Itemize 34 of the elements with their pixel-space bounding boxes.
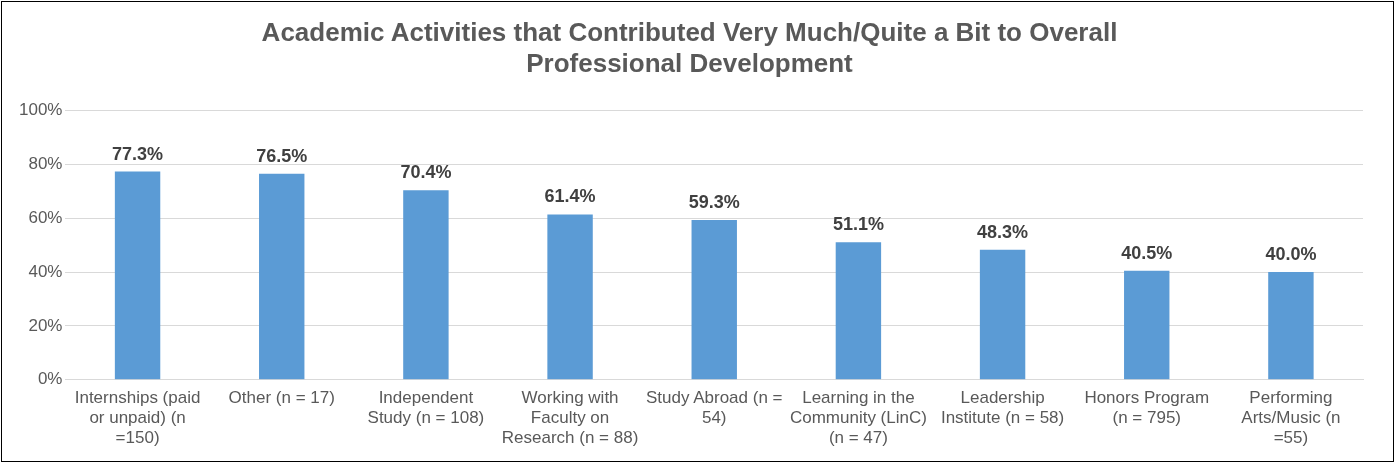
bar [259,173,305,380]
x-tick-label: Working with Faculty on Research (n = 88) [501,387,639,448]
x-tick-label: Internships (paid or unpaid) (n =150) [74,387,201,448]
data-label: 77.3% [112,143,164,164]
data-label: 61.4% [544,186,596,207]
x-tick-label: Study Abroad (n = 54) [645,387,783,428]
x-tick-label: Honors Program (n = 795) [1084,387,1210,428]
y-tick-label: 20% [28,315,63,335]
bar [1268,272,1314,380]
data-label: 48.3% [977,221,1029,242]
bar [691,220,737,380]
x-tick-label: Leadership Institute (n = 58) [940,387,1065,428]
data-label: 70.4% [400,162,452,183]
y-tick-label: 40% [28,261,63,281]
bar [114,171,161,380]
bar [835,242,882,380]
data-label: 76.5% [256,145,308,166]
y-tick-label: 0% [37,369,63,389]
x-tick-label: Performing Arts/Music (n =55) [1241,387,1341,448]
bar [403,190,449,380]
bar [979,249,1026,380]
bar [1124,270,1170,380]
bar [547,214,593,380]
data-label: 40.0% [1265,244,1317,265]
y-tick-label: 100% [19,100,63,120]
y-tick-label: 80% [28,153,63,173]
data-label: 51.1% [832,214,884,235]
data-label: 59.3% [688,192,740,213]
x-tick-label: Other (n = 17) [228,387,335,407]
x-tick-label: Independent Study (n = 108) [367,387,485,428]
x-tick-label: Learning in the Community (LinC) (n = 47) [789,387,927,448]
data-label: 40.5% [1121,242,1173,263]
y-tick-label: 60% [28,207,63,227]
chart-title: Academic Activities that Contributed Very Much/Quite a Bit to Overall Professional Development [261,16,1118,78]
